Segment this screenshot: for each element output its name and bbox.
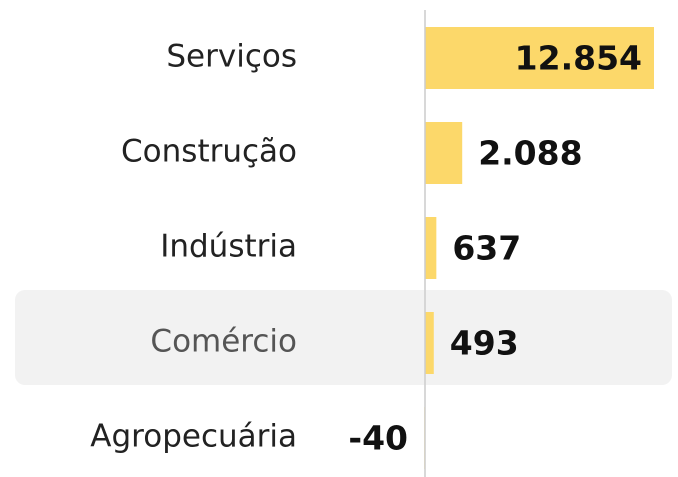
bar <box>425 217 437 279</box>
category-label: Agropecuária <box>90 419 297 455</box>
value-label: -40 <box>348 419 408 458</box>
row-highlight <box>15 290 672 385</box>
bar <box>425 122 463 184</box>
value-label: 2.088 <box>478 134 582 173</box>
value-label: 12.854 <box>515 39 642 78</box>
category-label: Serviços <box>166 39 297 75</box>
category-label: Construção <box>121 134 297 170</box>
bar <box>425 27 654 89</box>
category-label: Indústria <box>160 229 297 265</box>
category-label: Comércio <box>150 324 297 360</box>
value-label: 637 <box>452 229 521 268</box>
bar <box>425 312 434 374</box>
value-label: 493 <box>450 324 519 363</box>
